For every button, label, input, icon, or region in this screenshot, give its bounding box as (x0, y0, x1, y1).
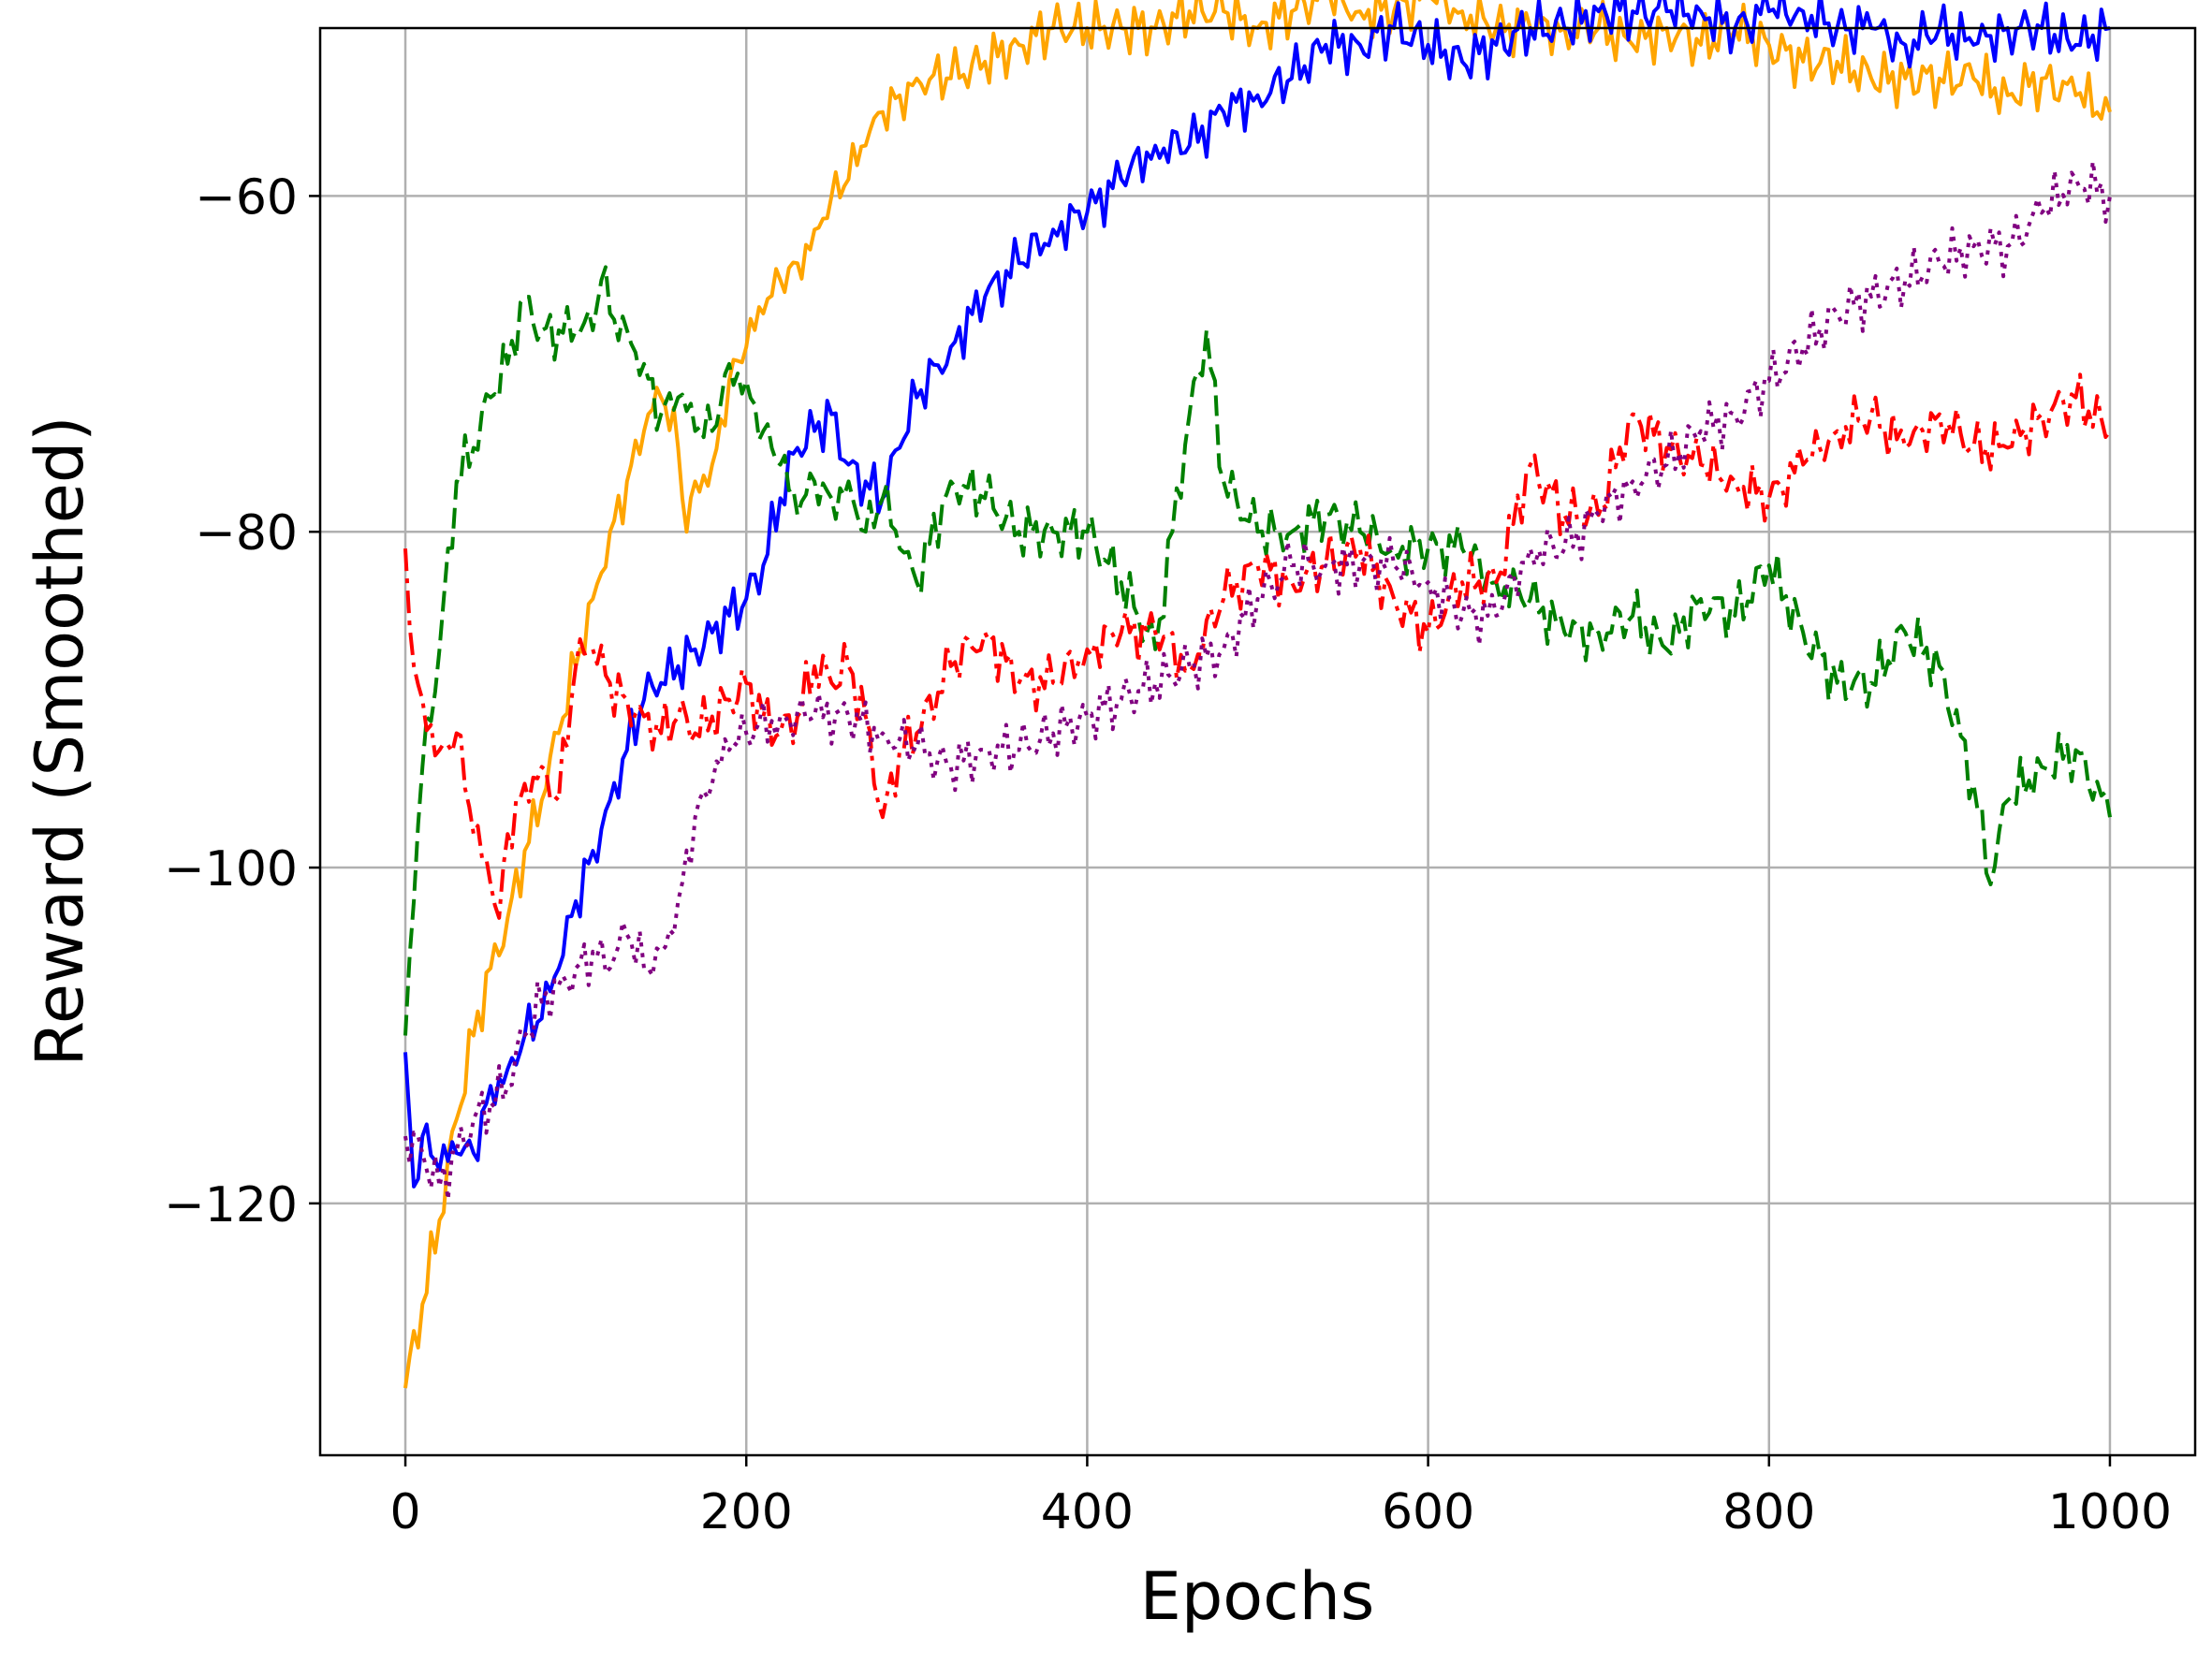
plot-frame (318, 26, 2197, 1457)
x-tick-label: 400 (1041, 1484, 1134, 1540)
x-tick-label: 600 (1382, 1484, 1474, 1540)
y-tick-label: −100 (164, 841, 298, 897)
axis-ticks: 0 200 400 600 800 1000 −120 −100 −80 −60 (164, 169, 2172, 1540)
y-tick-label: −120 (164, 1177, 298, 1233)
y-tick-label: −80 (195, 505, 298, 562)
series-line-4 (403, 372, 2112, 920)
y-axis-label: Reward (Smoothed) (22, 416, 98, 1066)
x-axis-label: Epochs (1140, 1558, 1375, 1635)
x-tick-label: 200 (700, 1484, 793, 1540)
x-tick-label: 800 (1722, 1484, 1815, 1540)
series-line-3 (403, 265, 2112, 1036)
x-tick-label: 0 (389, 1484, 420, 1540)
series-line-5 (403, 159, 2112, 1202)
y-tick-label: −60 (195, 169, 298, 226)
series-lines (403, 0, 2112, 1389)
x-tick-label: 1000 (2048, 1484, 2172, 1540)
series-line-2 (403, 0, 2111, 1189)
